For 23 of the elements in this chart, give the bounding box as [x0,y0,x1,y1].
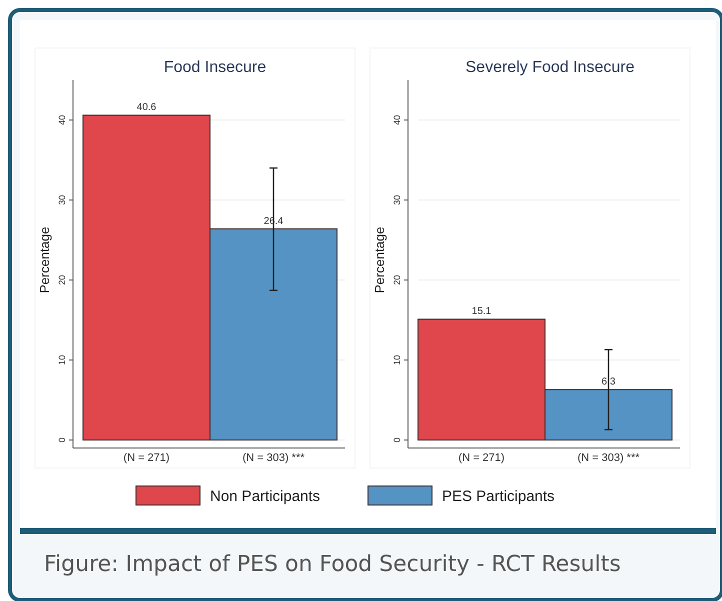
y-tick-label: 20 [57,274,67,286]
y-tick-label: 20 [392,274,402,286]
data-label: 40.6 [136,102,157,114]
x-tick-label: (N = 303) *** [242,452,306,464]
y-tick-label: 0 [57,437,67,443]
chart-title: Food Insecure [164,59,266,76]
text: Figure: Impact of PES on Food Security - RCT Results [44,552,621,577]
y-tick-label: 10 [392,354,402,366]
y-tick-label: 30 [57,194,67,206]
y-axis-title: Percentage [37,226,52,294]
y-tick-label: 40 [57,114,67,126]
data-label: 15.1 [472,306,492,318]
legend-label: Non Participants [210,488,320,505]
y-tick-label: 40 [392,114,402,126]
y-tick-label: 30 [392,194,402,206]
legend-label: PES Participants [442,488,555,505]
y-axis-title: Percentage [372,226,387,294]
y-tick-label: 0 [392,437,402,443]
x-tick-label: (N = 303) *** [577,452,640,464]
x-tick-label: (N = 271) [458,452,505,464]
chart-title: Severely Food Insecure [466,59,635,76]
x-tick-label: (N = 271) [123,452,170,464]
y-tick-label: 10 [57,354,67,366]
